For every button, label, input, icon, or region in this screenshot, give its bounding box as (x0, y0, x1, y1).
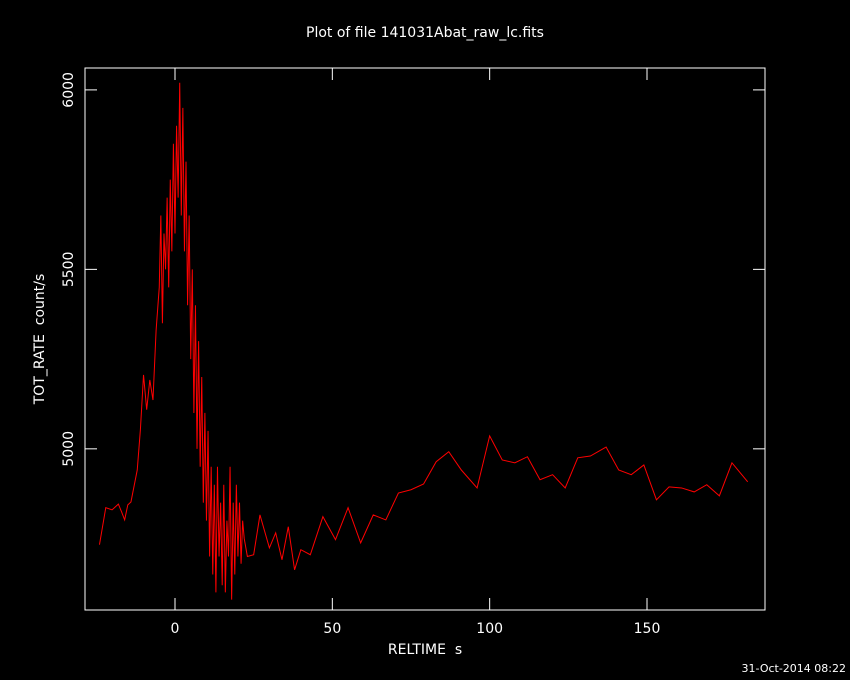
x-axis-label: RELTIME s (388, 642, 462, 658)
footer: 31-Oct-2014 08:22 (742, 662, 846, 675)
x-tick-label: 150 (634, 621, 661, 637)
plot-frame (84, 67, 766, 611)
y-tick-label: 6000 (61, 72, 77, 108)
y-axis-label: TOT_RATE count/s (32, 274, 48, 406)
x-tick-label: 50 (323, 621, 341, 637)
light-curve (98, 82, 749, 600)
x-tick-label: 100 (476, 621, 503, 637)
y-tick-label: 5000 (61, 431, 77, 467)
x-tick-label: 0 (171, 621, 180, 637)
y-tick-label: 5500 (61, 252, 77, 288)
chart-title: Plot of file 141031Abat_raw_lc.fits (306, 25, 544, 41)
